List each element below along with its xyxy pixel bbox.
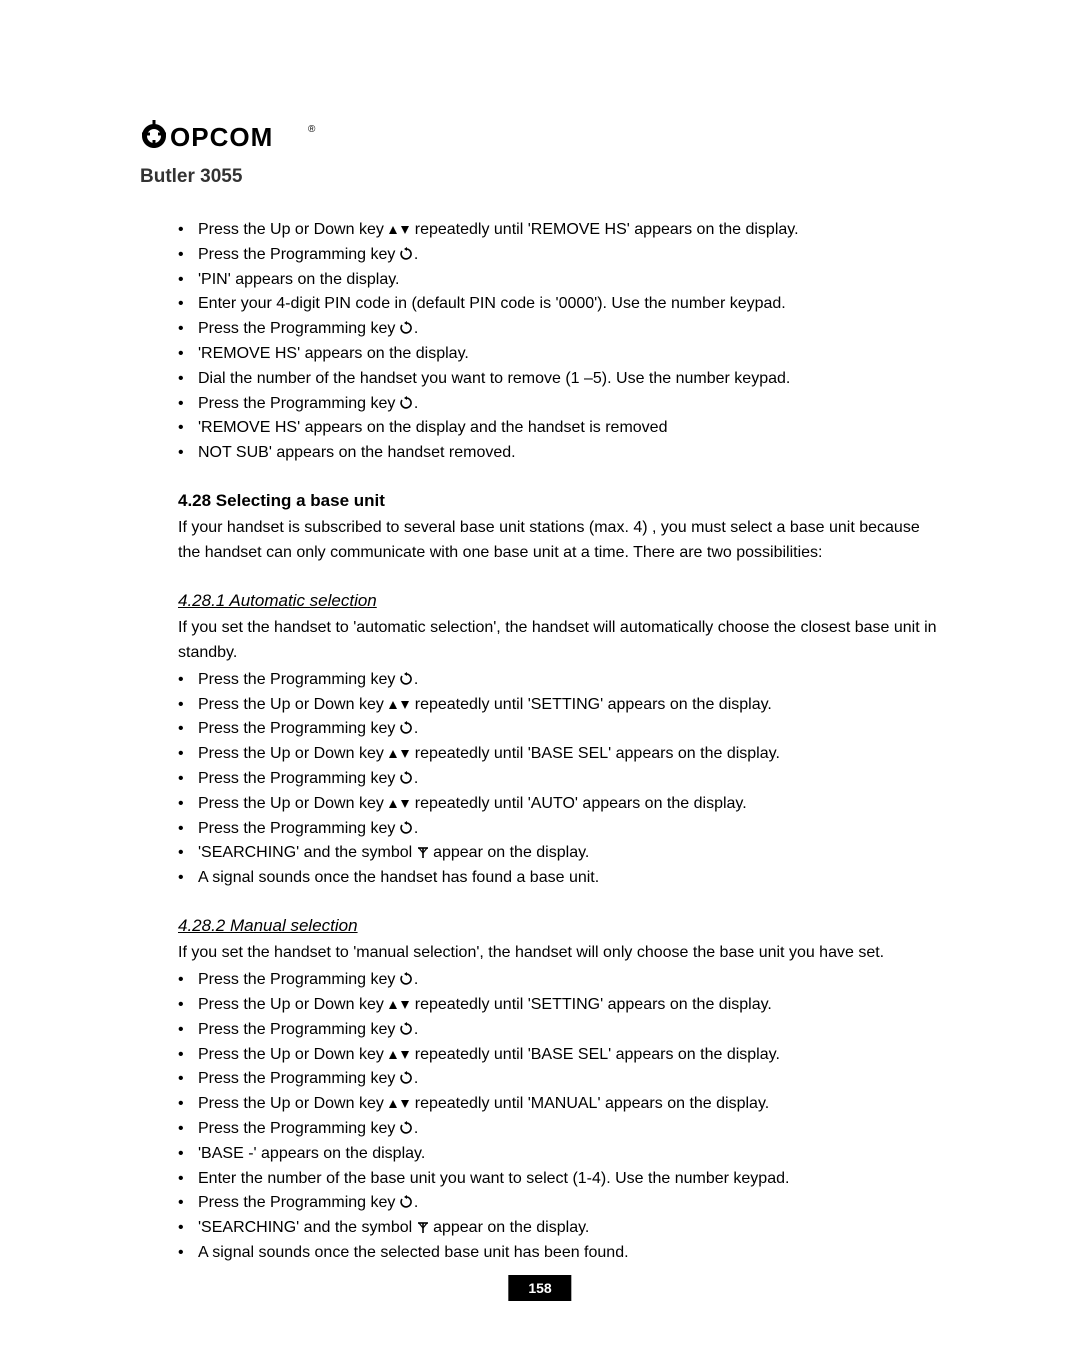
list-item: NOT SUB' appears on the handset removed. [178, 441, 940, 466]
body-content: Press the Up or Down key repeatedly unti… [140, 218, 940, 1266]
list-item: Press the Up or Down key repeatedly unti… [178, 1092, 940, 1117]
list-item: Press the Programming key . [178, 767, 940, 792]
up-down-icon [388, 1049, 410, 1061]
section-4-28-1-title: 4.28.1 Automatic selection [178, 588, 940, 614]
list-item: 'PIN' appears on the display. [178, 268, 940, 293]
list-item: 'BASE -' appears on the display. [178, 1142, 940, 1167]
programming-icon [400, 321, 414, 335]
svg-text:®: ® [308, 124, 316, 135]
section-4-28-title: 4.28 Selecting a base unit [178, 488, 940, 514]
programming-icon [400, 1121, 414, 1135]
programming-icon [400, 672, 414, 686]
list-item: Press the Up or Down key repeatedly unti… [178, 1043, 940, 1068]
section-4-28-2-title: 4.28.2 Manual selection [178, 913, 940, 939]
list-item: Press the Up or Down key repeatedly unti… [178, 792, 940, 817]
list-item: A signal sounds once the selected base u… [178, 1241, 940, 1266]
list-item: Enter the number of the base unit you wa… [178, 1167, 940, 1192]
list-item: Press the Programming key . [178, 717, 940, 742]
programming-icon [400, 721, 414, 735]
list-item: Press the Programming key . [178, 668, 940, 693]
list-item: Dial the number of the handset you want … [178, 367, 940, 392]
list-item: Press the Programming key . [178, 1191, 940, 1216]
list-item: Press the Up or Down key repeatedly unti… [178, 693, 940, 718]
up-down-icon [388, 798, 410, 810]
section-4-28-intro: If your handset is subscribed to several… [178, 516, 940, 566]
up-down-icon [388, 224, 410, 236]
list-item: Press the Programming key . [178, 1117, 940, 1142]
up-down-icon [388, 748, 410, 760]
programming-icon [400, 821, 414, 835]
list-item: A signal sounds once the handset has fou… [178, 866, 940, 891]
programming-icon [400, 771, 414, 785]
programming-icon [400, 247, 414, 261]
svg-text:OPCOM: OPCOM [170, 122, 273, 152]
list-item: Press the Up or Down key repeatedly unti… [178, 218, 940, 243]
list-item: Press the Up or Down key repeatedly unti… [178, 993, 940, 1018]
topcom-logo-icon: OPCOM ® [140, 120, 330, 160]
model-label: Butler 3055 [140, 166, 940, 188]
list-item: Press the Programming key . [178, 243, 940, 268]
manual-page: OPCOM ® Butler 3055 Press the Up or Down… [0, 0, 1080, 1349]
list-item: 'SEARCHING' and the symbol appear on the… [178, 1216, 940, 1241]
list-item: Press the Programming key . [178, 817, 940, 842]
list-item: Press the Programming key . [178, 1018, 940, 1043]
list-item: 'SEARCHING' and the symbol appear on the… [178, 841, 940, 866]
brand-header: OPCOM ® Butler 3055 [140, 120, 940, 188]
antenna-icon [417, 1220, 429, 1234]
list-item: Press the Programming key . [178, 317, 940, 342]
antenna-icon [417, 845, 429, 859]
list-item: Press the Programming key . [178, 1067, 940, 1092]
up-down-icon [388, 1098, 410, 1110]
list-item: Enter your 4-digit PIN code in (default … [178, 292, 940, 317]
remove-hs-steps: Press the Up or Down key repeatedly unti… [178, 218, 940, 466]
manual-selection-steps: Press the Programming key .Press the Up … [178, 968, 940, 1266]
list-item: Press the Programming key . [178, 392, 940, 417]
up-down-icon [388, 699, 410, 711]
list-item: 'REMOVE HS' appears on the display. [178, 342, 940, 367]
programming-icon [400, 1022, 414, 1036]
programming-icon [400, 1071, 414, 1085]
auto-selection-steps: Press the Programming key .Press the Up … [178, 668, 940, 891]
list-item: 'REMOVE HS' appears on the display and t… [178, 416, 940, 441]
section-4-28-2-intro: If you set the handset to 'manual select… [178, 941, 940, 966]
list-item: Press the Up or Down key repeatedly unti… [178, 742, 940, 767]
section-4-28-1-intro: If you set the handset to 'automatic sel… [178, 616, 940, 666]
programming-icon [400, 396, 414, 410]
up-down-icon [388, 999, 410, 1011]
list-item: Press the Programming key . [178, 968, 940, 993]
programming-icon [400, 1195, 414, 1209]
page-number: 158 [508, 1275, 571, 1301]
programming-icon [400, 972, 414, 986]
